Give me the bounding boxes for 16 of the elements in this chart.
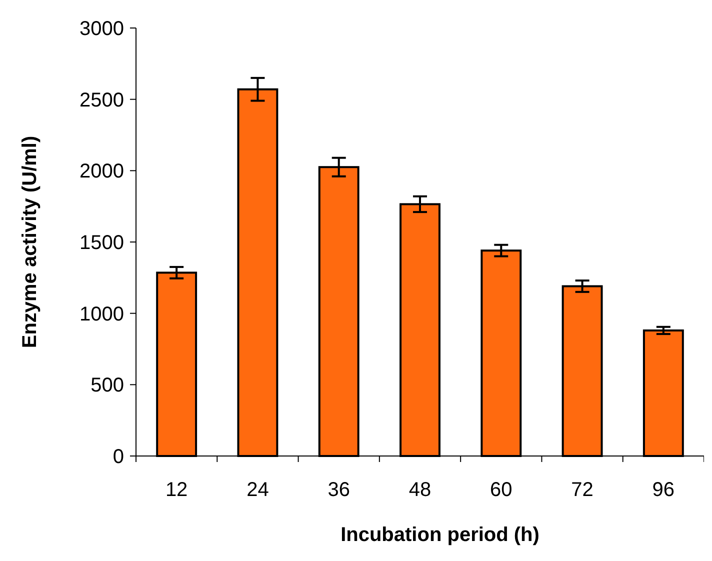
- y-tick-label: 1000: [80, 303, 124, 326]
- x-tick-label: 60: [490, 479, 512, 501]
- x-tick-label: 24: [246, 479, 269, 501]
- y-tick-label: 500: [90, 374, 124, 397]
- y-tick-label: 1500: [80, 232, 124, 254]
- x-tick-label: 72: [571, 479, 594, 501]
- x-tick-label: 48: [408, 479, 432, 501]
- x-axis-title: Incubation period (h): [340, 524, 540, 546]
- y-axis-title: Enzyme activity (U/ml): [19, 136, 41, 348]
- y-tick-label: 2500: [80, 89, 124, 112]
- y-tick-label: 0: [112, 446, 124, 468]
- x-tick-label: 12: [165, 479, 188, 501]
- x-tick-label: 36: [328, 479, 350, 501]
- y-tick-label: 2000: [80, 160, 124, 183]
- x-tick-label: 96: [652, 479, 675, 501]
- y-tick-label: 3000: [80, 18, 124, 40]
